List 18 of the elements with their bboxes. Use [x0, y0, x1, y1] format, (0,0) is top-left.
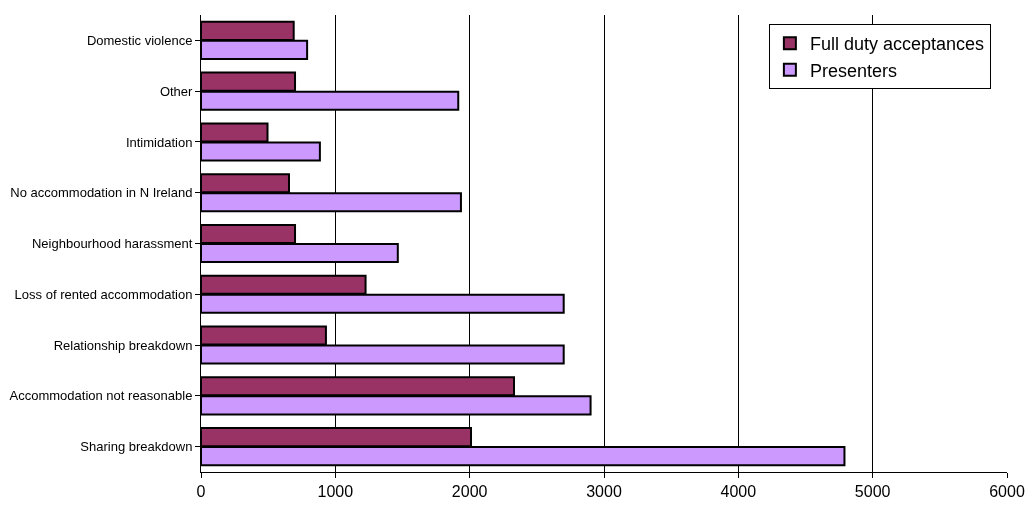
y-tick-label: Neighbourhood harassment: [31, 236, 193, 252]
y-tick-label: Sharing breakdown: [80, 439, 193, 455]
y-tick-label: Domestic violence: [86, 32, 193, 48]
legend-label: Full duty acceptances: [809, 34, 984, 55]
y-tick-label: Accommodation not reasonable: [9, 388, 193, 404]
x-tick-label: 5000: [854, 483, 891, 501]
y-tick-label: Loss of rented accommodation: [14, 286, 193, 302]
legend-label: Presenters: [809, 60, 897, 81]
y-tick-label: Relationship breakdown: [53, 337, 193, 353]
x-tick-label: 2000: [451, 483, 488, 501]
x-tick-label: 0: [196, 483, 206, 501]
y-tick-label: Intimidation: [125, 134, 193, 150]
x-tick-label: 1000: [317, 483, 354, 501]
y-tick-label: No accommodation in N Ireland: [10, 185, 193, 201]
x-tick-label: 6000: [989, 483, 1025, 501]
y-tick-label: Other: [159, 83, 194, 99]
x-tick-label: 3000: [586, 483, 622, 501]
x-tick-label: 4000: [720, 483, 757, 501]
